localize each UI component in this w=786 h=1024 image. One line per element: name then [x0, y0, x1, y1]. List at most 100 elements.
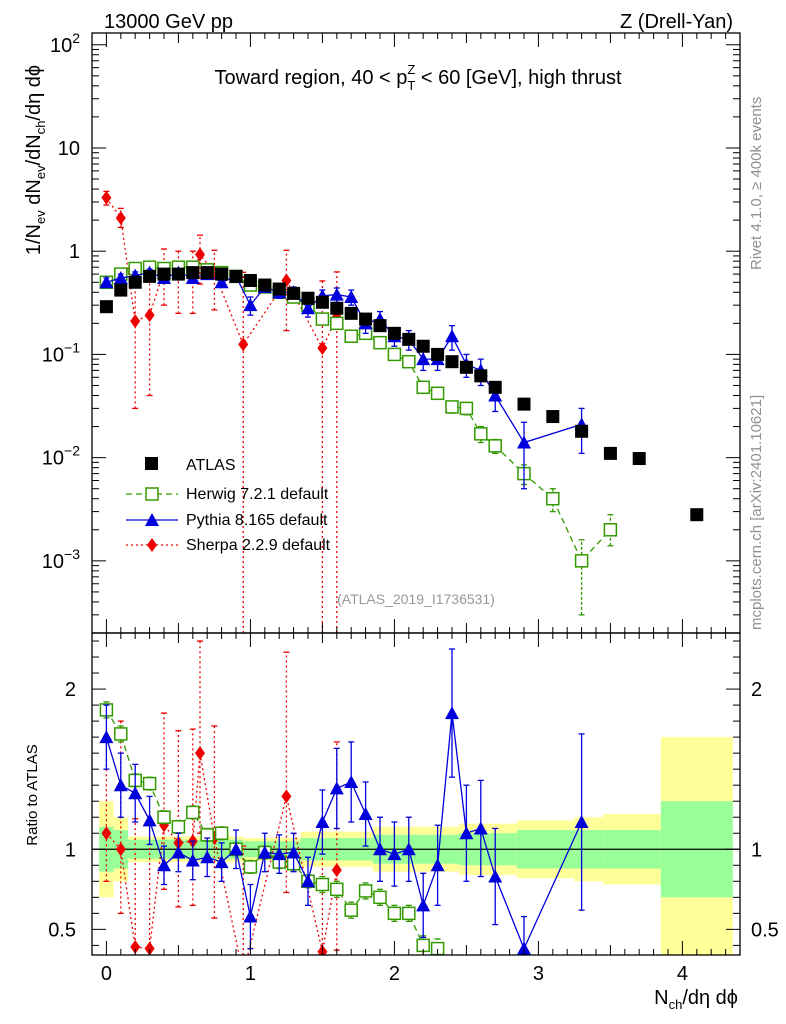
- ratio-y-tick-label-right: 1: [751, 839, 762, 861]
- main-sherpa-point: [238, 337, 249, 352]
- main-atlas-point: [445, 355, 459, 369]
- main-atlas-point: [128, 275, 142, 289]
- main-herwig-point: [315, 312, 330, 326]
- main-sherpa-point: [130, 314, 141, 329]
- ratio-pythia-point: [445, 706, 459, 720]
- header-right: Z (Drell-Yan): [620, 11, 733, 33]
- main-y-tick-label: 10: [58, 138, 80, 160]
- main-y-axis-label: 1/Nev dNev/dNch/dη dϕ: [23, 65, 48, 255]
- main-herwig-point: [344, 329, 358, 343]
- main-axis-ticks: [92, 33, 741, 634]
- main-y-tick-label: 102: [50, 30, 80, 57]
- ratio-pythia-point: [574, 815, 589, 829]
- x-tick-label: 0: [101, 963, 112, 985]
- x-tick-label: 4: [677, 963, 688, 985]
- main-sherpa-point: [195, 247, 205, 262]
- ratio-pythia-point: [171, 845, 186, 859]
- ratio-pythia-point: [301, 874, 315, 888]
- main-herwig-point: [574, 554, 589, 568]
- legend: ATLAS Herwig 7.2.1 default Pythia 8.165 …: [126, 457, 331, 554]
- main-pythia-point: [344, 289, 359, 303]
- ratio-pythia-point: [329, 781, 344, 795]
- main-pythia-point: [445, 329, 459, 343]
- ratio-y-tick-label: 1: [65, 839, 76, 861]
- ratio-pythia-point: [473, 821, 488, 835]
- main-atlas-point: [575, 424, 589, 438]
- ratio-herwig-point: [171, 820, 186, 834]
- ratio-pythia-point: [286, 845, 301, 859]
- main-atlas-point: [603, 446, 617, 460]
- main-pythia-point: [99, 275, 114, 289]
- main-atlas-point: [416, 339, 430, 353]
- ratio-panel: 0.5 0.5 1 1 2 2 0 1 2 3 4 Ratio to ATLAS Nch/dη dϕ: [24, 632, 779, 1012]
- ratio-pythia-point: [142, 813, 157, 827]
- ratio-sherpa-point: [281, 789, 292, 804]
- main-atlas-point: [474, 369, 488, 383]
- main-atlas-point: [186, 266, 200, 280]
- ratio-herwig-point: [344, 903, 358, 917]
- main-sherpa-point: [101, 190, 112, 205]
- main-atlas-point: [287, 286, 301, 300]
- main-herwig-point: [474, 427, 488, 441]
- main-sherpa-point: [115, 210, 126, 225]
- main-atlas-point: [517, 397, 531, 411]
- legend-atlas-marker: [145, 457, 158, 470]
- x-tick-label: 1: [245, 963, 256, 985]
- ratio-herwig-point: [114, 727, 128, 741]
- main-atlas-point: [546, 410, 560, 424]
- main-atlas-point: [99, 300, 113, 314]
- ratio-sherpa-point: [195, 746, 205, 761]
- ratio-herwig-point: [157, 810, 171, 824]
- ratio-herwig-point: [243, 860, 258, 874]
- x-tick-label: 2: [389, 963, 400, 985]
- ratio-pythia-point: [488, 869, 503, 883]
- main-atlas-point: [215, 267, 229, 281]
- main-pythia-point: [243, 298, 258, 312]
- main-atlas-point: [373, 319, 387, 333]
- main-atlas-point: [143, 269, 157, 283]
- main-atlas-point: [171, 267, 185, 281]
- main-atlas-point: [431, 347, 445, 361]
- main-atlas-point: [387, 326, 401, 340]
- main-atlas-point: [157, 267, 171, 281]
- main-atlas-point: [243, 274, 257, 288]
- ratio-pythia-point: [200, 850, 215, 864]
- ratio-pythia-point: [459, 826, 474, 840]
- ratio-pythia-point: [113, 778, 128, 792]
- main-atlas-point: [488, 380, 502, 394]
- main-pythia-point: [214, 275, 229, 289]
- x-tick-label: 3: [533, 963, 544, 985]
- ratio-sherpa-point: [130, 939, 141, 954]
- main-herwig-point: [546, 491, 560, 506]
- ratio-pythia-point: [257, 845, 272, 859]
- ratio-tick-labels: 0.5 0.5 1 1 2 2 0 1 2 3 4: [48, 679, 779, 985]
- legend-sherpa-label: Sherpa 2.2.9 default: [186, 537, 331, 554]
- rivet-label: Rivet 4.1.0, ≥ 400k events: [748, 97, 765, 270]
- ratio-pythia-point: [517, 941, 531, 955]
- ratio-pythia-point: [272, 847, 287, 861]
- main-herwig-point: [488, 439, 502, 453]
- ratio-pythia-point: [243, 909, 258, 923]
- main-atlas-point: [632, 452, 646, 466]
- main-atlas-point: [459, 360, 473, 374]
- main-atlas-point: [344, 306, 358, 320]
- main-herwig-point: [373, 335, 387, 350]
- main-atlas-point: [114, 283, 128, 297]
- ratio-herwig-point: [315, 877, 330, 892]
- ratio-pythia-point: [185, 853, 200, 867]
- ratio-y-axis-label: Ratio to ATLAS: [24, 744, 41, 845]
- ratio-pythia-point: [315, 815, 330, 829]
- main-atlas-point: [359, 312, 373, 326]
- main-series-layer: [99, 190, 704, 633]
- ratio-pythia-point: [401, 842, 416, 856]
- ratio-pythia-point: [344, 774, 359, 788]
- ratio-pythia-point: [416, 898, 431, 912]
- chart-title: Toward region, 40 < pZ T < 60 [GeV], high…: [214, 62, 621, 93]
- main-herwig-point: [430, 386, 445, 401]
- legend-pythia-marker: [145, 513, 159, 526]
- ratio-pythia-point: [128, 786, 143, 800]
- main-herwig-point: [387, 347, 402, 362]
- main-herwig-point: [459, 401, 474, 416]
- main-herwig-point: [402, 354, 416, 369]
